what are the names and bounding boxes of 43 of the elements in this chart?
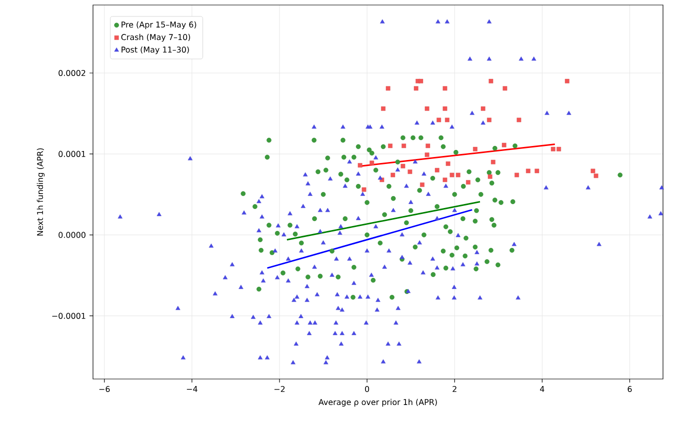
point [487,118,492,122]
point [358,163,362,168]
point [424,152,430,157]
point [444,118,450,122]
point [450,172,454,178]
point [488,78,494,84]
point [516,118,522,122]
point [550,146,556,152]
point [420,182,424,187]
point [526,168,530,174]
point [534,168,540,174]
point [514,172,519,178]
point [502,142,506,148]
point [564,78,570,84]
point [418,78,424,84]
point [590,168,596,174]
point [556,146,561,152]
point [436,118,442,122]
point [488,174,492,179]
point [414,86,418,91]
point [473,146,478,152]
point [434,168,440,172]
point [442,106,448,111]
point [424,106,430,111]
point [466,180,470,184]
point [442,86,448,91]
point [426,144,430,148]
point [502,86,508,91]
point [408,170,412,174]
point [402,144,406,148]
point [442,178,448,182]
point [370,160,374,166]
point [490,160,496,164]
point [386,86,390,91]
point [594,174,598,178]
point [446,161,450,166]
point [381,106,386,111]
point [362,187,366,192]
point [390,172,396,178]
point [388,144,392,148]
point [456,172,460,178]
point [400,164,406,168]
point [480,106,486,111]
